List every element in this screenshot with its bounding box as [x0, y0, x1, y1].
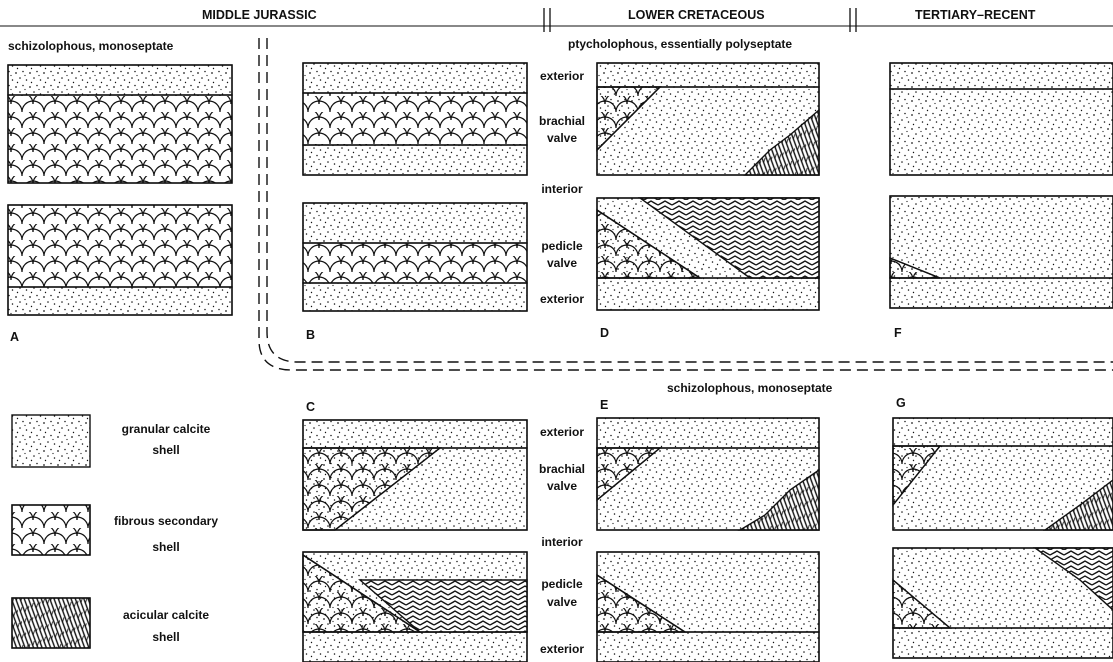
label-exterior-lower: exterior	[539, 425, 585, 439]
legend-label-acicular-shell: shell	[152, 630, 180, 644]
panel-letter-d: D	[600, 326, 610, 340]
label-exterior-upper: exterior	[539, 69, 585, 83]
period-heading-lower-cretaceous: LOWER CRETACEOUS	[628, 8, 765, 22]
panel-a-brachial	[7, 64, 233, 184]
label-interior-upper: interior	[541, 182, 583, 196]
label-brachial-valve-upper: valve	[546, 131, 578, 145]
period-heading-middle-jurassic: MIDDLE JURASSIC	[202, 8, 317, 22]
panel-b-pedicle	[302, 202, 528, 312]
panel-letter-g: G	[896, 396, 906, 410]
lophophore-label-schizolophous-top: schizolophous, monoseptate	[8, 39, 174, 53]
label-pedicle-valve-lower: valve	[546, 595, 578, 609]
legend-swatch-fibrous	[11, 504, 91, 556]
panel-a-pedicle	[7, 204, 233, 316]
panel-c-pedicle	[302, 551, 528, 662]
legend-swatch-granular	[11, 414, 91, 468]
panel-g-brachial	[892, 417, 1113, 531]
label-pedicle-lower: pedicle	[541, 577, 583, 591]
period-dividers	[0, 8, 1113, 32]
panel-letter-b: B	[306, 328, 316, 342]
panel-e-pedicle	[596, 551, 820, 662]
label-pedicle-upper: pedicle	[541, 239, 583, 253]
panel-c-brachial	[302, 419, 528, 531]
panel-e-brachial	[596, 417, 820, 531]
panel-d-brachial	[596, 62, 820, 176]
legend-label-granular-shell: shell	[152, 443, 180, 457]
panel-letter-e: E	[600, 398, 609, 412]
lophophore-label-ptycholophous: ptycholophous, essentially polyseptate	[568, 37, 793, 51]
legend-label-fibrous: fibrous secondary	[113, 514, 219, 528]
lophophore-label-schizolophous-mid: schizolophous, monoseptate	[667, 381, 833, 395]
panel-letter-a: A	[10, 330, 20, 344]
label-exterior-upper-bottom: exterior	[539, 292, 585, 306]
panel-letter-c: C	[306, 400, 316, 414]
ptycholophous-enclosure	[258, 38, 1113, 371]
label-brachial-lower: brachial	[538, 462, 586, 476]
label-brachial-valve-lower: valve	[546, 479, 578, 493]
panel-letter-f: F	[894, 326, 902, 340]
panel-f-pedicle	[889, 195, 1113, 309]
label-interior-lower: interior	[541, 535, 583, 549]
label-exterior-lower-bottom: exterior	[539, 642, 585, 656]
period-heading-tertiary-recent: TERTIARY–RECENT	[915, 8, 1036, 22]
label-brachial-upper: brachial	[538, 114, 586, 128]
panel-d-pedicle	[596, 197, 820, 311]
legend-label-fibrous-shell: shell	[152, 540, 180, 554]
legend-label-acicular: acicular calcite	[122, 608, 210, 622]
panel-b-brachial	[302, 62, 528, 176]
label-pedicle-valve-upper: valve	[546, 256, 578, 270]
legend-label-granular: granular calcite	[121, 422, 211, 436]
panel-g-pedicle	[892, 547, 1113, 659]
panel-f-brachial	[889, 62, 1113, 176]
legend-swatch-acicular	[11, 597, 91, 649]
